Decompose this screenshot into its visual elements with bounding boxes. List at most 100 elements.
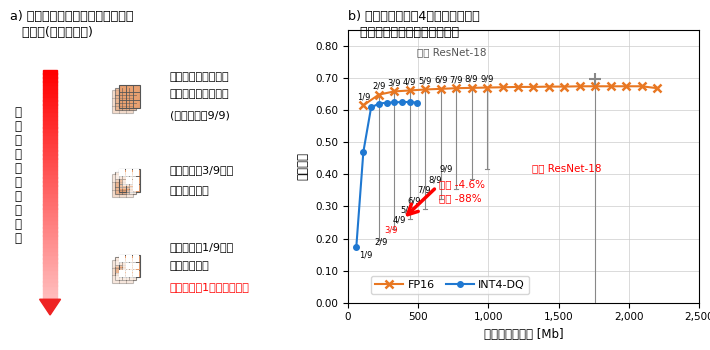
Bar [130,180,136,187]
Text: プルーニング: プルーニング [170,261,209,271]
Bar [43,266,58,270]
Bar [126,255,132,262]
Bar [43,212,58,216]
Bar [119,268,126,275]
Bar [43,235,58,239]
INT4-DQ [398,100,406,104]
Bar [43,127,58,132]
Text: 3/9: 3/9 [384,226,398,235]
Bar [43,139,58,143]
Text: 1/9: 1/9 [359,251,373,260]
Text: a) 連続的再学習によるカーネルの
   枝刈り(スパース化): a) 連続的再学習によるカーネルの 枝刈り(スパース化) [10,10,133,38]
Bar [43,220,58,224]
Text: 枝刈り前のチャネル: 枝刈り前のチャネル [170,72,229,82]
Bar [133,262,139,270]
Bar [119,85,140,108]
Bar [133,184,139,191]
Text: 平面シフト1回で実現可能: 平面シフト1回で実現可能 [170,282,249,292]
Bar [126,260,133,267]
Bar [126,262,132,270]
INT4-DQ [382,100,390,105]
FP16 [529,85,537,89]
Bar [116,88,136,111]
Text: 標準 ResNet-18: 標準 ResNet-18 [417,47,486,57]
Bar [43,193,58,197]
Bar [133,169,139,176]
Bar [119,270,126,277]
Bar [119,169,140,192]
Bar [126,190,133,197]
Text: 有効要素率3/9まで: 有効要素率3/9まで [170,165,234,175]
Bar [119,169,126,176]
Text: 9/9: 9/9 [439,165,453,174]
Text: 3/9: 3/9 [388,78,401,87]
INT4-DQ [359,150,368,154]
FP16 [514,85,523,89]
Text: 9/9: 9/9 [481,75,493,83]
Bar [116,172,136,195]
Bar [43,143,58,147]
FP16 [437,87,445,91]
Bar [43,124,58,128]
FP16 [653,86,662,90]
Bar [43,74,58,78]
Bar [113,276,119,283]
Bar [130,265,136,272]
Bar [116,258,122,265]
Text: 2/9: 2/9 [372,82,386,90]
Bar [43,293,58,297]
Bar [43,274,58,278]
FP16 [452,86,460,90]
Bar [43,197,58,201]
INT4-DQ [405,100,414,104]
Bar [43,258,58,262]
FancyArrow shape [40,299,60,315]
Bar [43,89,58,93]
FP16 [545,84,553,89]
FP16 [638,84,646,89]
Bar [133,177,139,184]
INT4-DQ [375,102,383,106]
Line: INT4-DQ: INT4-DQ [354,99,420,249]
Bar [43,135,58,139]
INT4-DQ [367,105,376,110]
Bar [43,158,58,162]
Bar [123,265,129,272]
Text: 6/9: 6/9 [408,196,421,205]
Bar [43,247,58,251]
Bar [43,97,58,101]
Line: FP16: FP16 [359,82,661,110]
Bar [126,182,133,189]
Bar [43,100,58,105]
Bar [119,175,126,182]
INT4-DQ [352,244,361,248]
Text: 7/9: 7/9 [417,186,431,195]
Bar [43,281,58,286]
FP16 [560,84,569,89]
Text: 精度 -4.6%: 精度 -4.6% [439,179,484,189]
Bar [126,177,132,184]
Bar [43,251,58,255]
Bar [43,243,58,247]
Bar [43,120,58,124]
Bar [116,273,122,280]
Text: 6/9: 6/9 [434,76,447,85]
Text: 4/9: 4/9 [392,215,405,224]
Bar [119,276,126,283]
FP16 [622,84,630,89]
Text: 標準 ResNet-18: 標準 ResNet-18 [532,163,601,173]
Bar [119,255,126,262]
Bar [112,90,133,113]
Bar [43,150,58,155]
Bar [43,285,58,289]
Bar [43,131,58,135]
Text: 5/9: 5/9 [418,76,432,85]
FP16 [591,84,599,89]
Bar [43,85,58,89]
Bar [123,273,129,280]
Bar [130,172,136,179]
Text: 7/9: 7/9 [449,75,463,84]
Bar [43,254,58,259]
X-axis label: 係数データ容量 [Mb]: 係数データ容量 [Mb] [484,328,564,341]
Bar [43,189,58,193]
